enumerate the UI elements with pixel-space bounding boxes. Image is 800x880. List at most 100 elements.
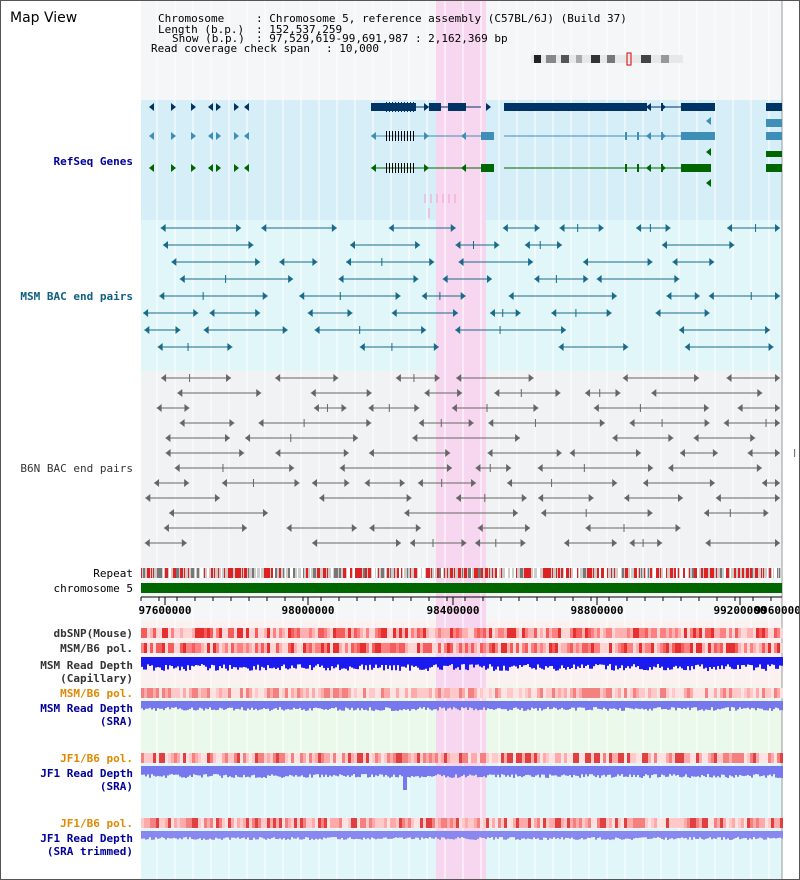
msm-depth-sra-bar bbox=[319, 701, 321, 709]
repeat-block bbox=[163, 568, 164, 578]
track-label-jf1-b6-pol-2[interactable]: JF1/B6 pol. bbox=[60, 817, 133, 830]
gene-exon-tick bbox=[395, 102, 396, 112]
jf1-pol2-cell bbox=[444, 818, 447, 828]
msm-pol2-cell bbox=[219, 688, 222, 698]
msm-depth-capillary-bar bbox=[641, 657, 643, 670]
track-label-refseq-genes[interactable]: RefSeq Genes bbox=[53, 155, 133, 168]
jf1-depth-sra-bar bbox=[345, 766, 347, 777]
msm-depth-capillary-bar bbox=[535, 657, 537, 670]
repeat-block bbox=[357, 568, 360, 578]
jf1-pol-cell bbox=[741, 753, 744, 763]
b6n-bac-end bbox=[165, 449, 171, 457]
jf1-depth-trimmed-bar bbox=[695, 831, 697, 839]
jf1-depth-sra-bar bbox=[341, 766, 343, 776]
jf1-pol2-cell bbox=[285, 818, 288, 828]
msm-pol-cell bbox=[240, 643, 243, 653]
jf1-pol2-cell bbox=[624, 818, 627, 828]
jf1-depth-trimmed-bar bbox=[667, 831, 669, 840]
jf1-pol2-cell bbox=[156, 818, 159, 828]
track-label-msm-b6-pol-1[interactable]: MSM/B6 pol. bbox=[60, 642, 133, 655]
b6n-bac-end bbox=[310, 389, 316, 397]
msm-depth-capillary-bar bbox=[541, 657, 543, 669]
msm-bac-end bbox=[765, 326, 771, 334]
dbsnp-cell bbox=[402, 628, 405, 638]
dbsnp-cell bbox=[315, 628, 318, 638]
track-label-msm-depth-capillary-sub: (Capillary) bbox=[60, 672, 133, 685]
repeat-block bbox=[269, 568, 270, 578]
msm-depth-sra-bar bbox=[161, 701, 163, 709]
jf1-depth-trimmed-bar bbox=[175, 831, 177, 839]
msm-depth-capillary-bar bbox=[701, 657, 703, 665]
b6n-bac-end bbox=[229, 419, 235, 427]
gene-strand-arrow bbox=[706, 117, 711, 125]
jf1-depth-sra-bar bbox=[395, 766, 397, 778]
msm-pol-cell bbox=[252, 643, 255, 653]
repeat-block bbox=[474, 568, 476, 578]
msm-bac-tick bbox=[439, 292, 441, 300]
jf1-pol-cell bbox=[309, 753, 312, 763]
dbsnp-cell bbox=[618, 628, 621, 638]
jf1-pol-cell bbox=[597, 753, 600, 763]
jf1-pol-cell bbox=[396, 753, 399, 763]
dbsnp-cell bbox=[774, 628, 777, 638]
track-label-dbsnp[interactable]: dbSNP(Mouse) bbox=[53, 627, 133, 640]
jf1-depth-trimmed-bar bbox=[141, 831, 143, 839]
track-label-jf1-b6-pol-1[interactable]: JF1/B6 pol. bbox=[60, 752, 133, 765]
track-label-msm-depth-sra[interactable]: MSM Read Depth bbox=[40, 702, 133, 715]
dbsnp-cell bbox=[417, 628, 420, 638]
dbsnp-cell bbox=[429, 628, 432, 638]
msm-depth-capillary-bar bbox=[341, 657, 343, 669]
msm-depth-sra-bar bbox=[667, 701, 669, 710]
msm-depth-sra-bar bbox=[565, 701, 567, 710]
msm-pol2-cell bbox=[360, 688, 363, 698]
b6n-bac-end bbox=[414, 404, 420, 412]
track-label-jf1-depth-trimmed[interactable]: JF1 Read Depth bbox=[40, 832, 133, 845]
gene-strand-arrow bbox=[208, 132, 213, 140]
track-label-msm-b6-pol-2[interactable]: MSM/B6 pol. bbox=[60, 687, 133, 700]
jf1-pol2-cell bbox=[462, 818, 465, 828]
jf1-depth-trimmed-bar bbox=[359, 831, 361, 840]
track-label-b6n-bac[interactable]: B6N BAC end pairs bbox=[20, 462, 133, 475]
msm-depth-capillary-bar bbox=[715, 657, 717, 670]
jf1-pol2-cell bbox=[201, 818, 204, 828]
track-label-msm-depth-capillary[interactable]: MSM Read Depth bbox=[40, 659, 133, 672]
jf1-depth-trimmed-bar bbox=[507, 831, 509, 839]
jf1-depth-trimmed-bar bbox=[409, 831, 411, 838]
msm-pol2-cell bbox=[273, 688, 276, 698]
jf1-pol-cell bbox=[543, 753, 546, 763]
jf1-depth-sra-bar bbox=[255, 766, 257, 778]
dbsnp-cell bbox=[333, 628, 336, 638]
repeat-block bbox=[218, 568, 219, 578]
dbsnp-cell bbox=[759, 628, 762, 638]
track-label-repeat[interactable]: Repeat bbox=[93, 567, 133, 580]
dbsnp-cell bbox=[480, 628, 483, 638]
msm-depth-sra-bar bbox=[587, 701, 589, 710]
b6n-bac-end bbox=[368, 404, 374, 412]
msm-pol-cell bbox=[360, 643, 363, 653]
repeat-block bbox=[447, 568, 448, 578]
msm-depth-sra-bar bbox=[473, 701, 475, 711]
track-label-chromosome[interactable]: chromosome 5 bbox=[53, 582, 133, 595]
b6n-bac-end bbox=[457, 389, 463, 397]
dbsnp-cell bbox=[735, 628, 738, 638]
jf1-pol-cell bbox=[144, 753, 147, 763]
jf1-depth-sra-bar bbox=[305, 766, 307, 778]
jf1-depth-sra-bar bbox=[259, 766, 261, 778]
msm-depth-sra-bar bbox=[657, 701, 659, 708]
gene-exon-tick bbox=[637, 103, 639, 111]
jf1-depth-sra-bar bbox=[251, 766, 253, 776]
repeat-block bbox=[231, 568, 233, 578]
jf1-depth-trimmed-bar bbox=[297, 831, 299, 838]
jf1-pol-cell bbox=[777, 753, 780, 763]
gene-strand-arrow bbox=[486, 103, 491, 111]
msm-pol-cell bbox=[753, 643, 756, 653]
jf1-pol-cell bbox=[483, 753, 486, 763]
track-label-msm-bac[interactable]: MSM BAC end pairs bbox=[20, 290, 133, 303]
dbsnp-cell bbox=[489, 628, 492, 638]
track-label-jf1-depth-sra[interactable]: JF1 Read Depth bbox=[40, 767, 133, 780]
repeat-block bbox=[437, 568, 440, 578]
msm-depth-capillary-bar bbox=[581, 657, 583, 665]
msm-depth-sra-bar bbox=[167, 701, 169, 708]
jf1-pol2-cell bbox=[405, 818, 408, 828]
